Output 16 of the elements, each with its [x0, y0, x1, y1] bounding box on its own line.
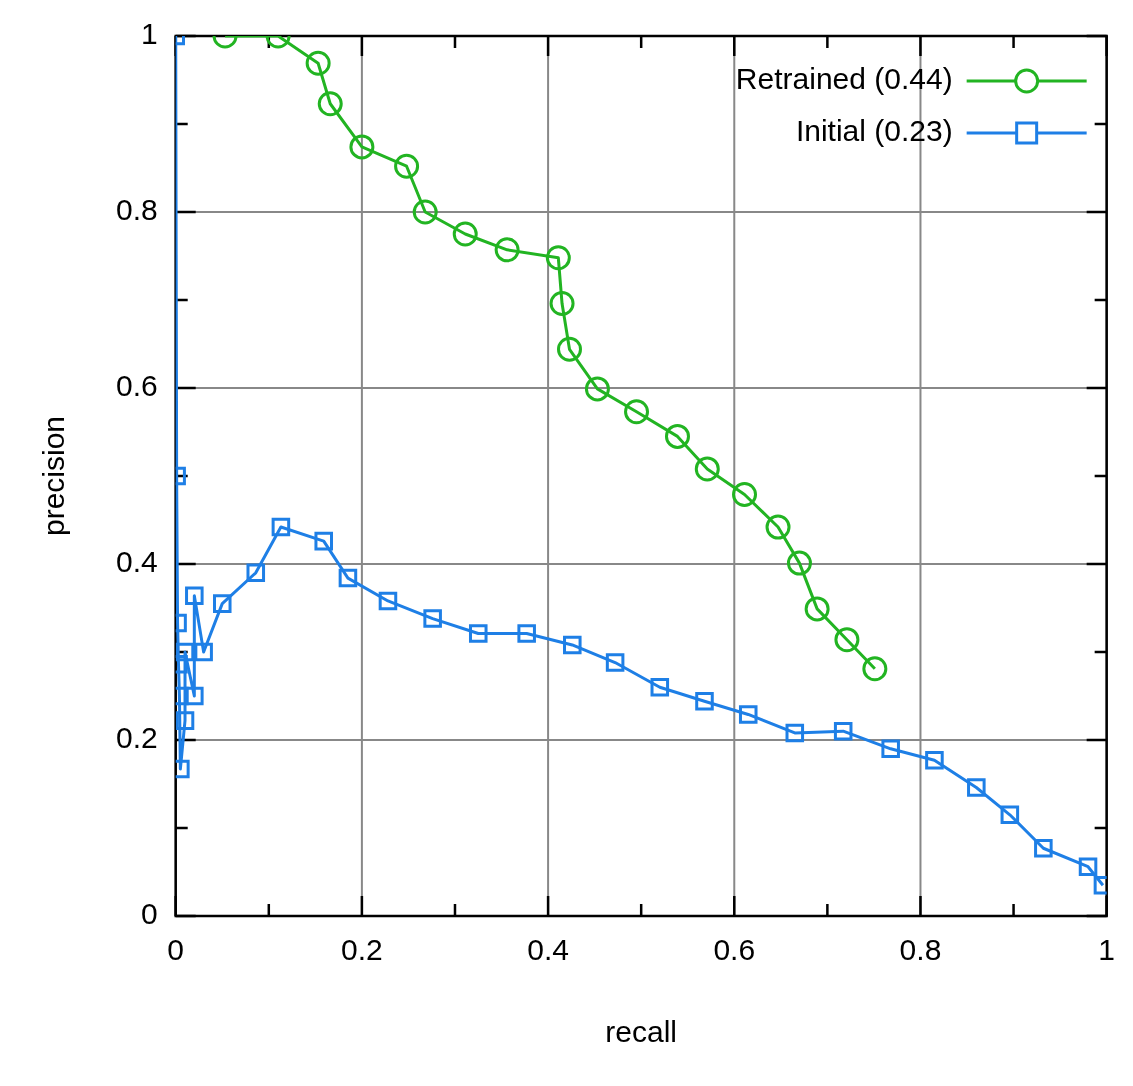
x-tick-label: 0: [167, 933, 185, 967]
legend-label: Initial (0.23): [795, 114, 953, 148]
x-tick-label: 1: [1098, 933, 1115, 967]
y-axis-title: precision: [37, 415, 71, 537]
y-tick-label: 0.2: [115, 721, 158, 755]
y-tick-label: 0.6: [115, 369, 158, 403]
x-axis-title: recall: [605, 1015, 678, 1049]
x-tick-label: 0.4: [527, 933, 569, 967]
y-tick-label: 0: [141, 897, 158, 931]
y-tick-label: 0.4: [115, 545, 158, 579]
y-tick-label: 1: [141, 17, 158, 51]
x-tick-label: 0.8: [899, 933, 942, 967]
x-tick-label: 0.2: [341, 933, 383, 967]
x-tick-label: 0.6: [713, 933, 756, 967]
y-tick-label: 0.8: [115, 193, 158, 227]
legend-label: Retrained (0.44): [735, 62, 953, 96]
